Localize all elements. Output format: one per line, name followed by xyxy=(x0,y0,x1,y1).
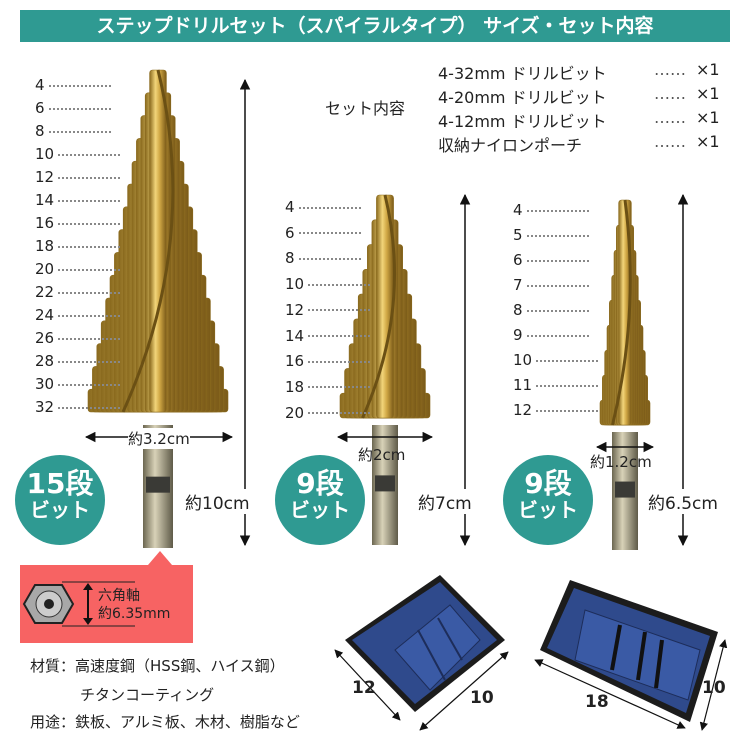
steps-sub: ビット xyxy=(290,498,350,522)
set-contents-label: セット内容 xyxy=(325,99,406,118)
step-size-label: 4 xyxy=(35,76,111,94)
step-size-label: 24 xyxy=(35,306,120,324)
step-size-label: 12 xyxy=(513,401,598,419)
steps-count: 15段 xyxy=(26,467,94,500)
step-size-label: 4 xyxy=(513,201,589,219)
step-size-label: 6 xyxy=(513,251,589,269)
length-label: 約7cm xyxy=(418,489,472,514)
pouch-small-image xyxy=(334,575,509,731)
item-dots: …… xyxy=(654,84,686,103)
pouch-height: 10 xyxy=(470,688,494,708)
step-size-label: 10 xyxy=(35,145,120,163)
step-size-label: 8 xyxy=(513,301,589,319)
use-label: 用途： xyxy=(30,713,76,731)
step-size-label: 16 xyxy=(285,352,370,370)
pouch-large-image xyxy=(534,580,728,731)
step-size-label: 22 xyxy=(35,283,120,301)
step-size-label: 10 xyxy=(513,351,598,369)
steps-sub: ビット xyxy=(30,498,90,522)
spiral-flute xyxy=(361,194,396,419)
steps-count: 9段 xyxy=(296,467,344,500)
step-size-label: 8 xyxy=(285,249,361,267)
step-size-label: 12 xyxy=(35,168,120,186)
page-title: ステップドリルセット（スパイラルタイプ） サイズ・セット内容 xyxy=(20,10,730,42)
step-size-label: 8 xyxy=(35,122,111,140)
diameter-label: 約3.2cm xyxy=(128,428,190,449)
length-label: 約6.5cm xyxy=(648,489,718,514)
steps-badge: 9段 ビット xyxy=(503,455,593,545)
diameter-label: 約2cm xyxy=(358,446,406,464)
material-spec: 材質：高速度鋼（HSS鋼、ハイス鋼） xyxy=(30,655,285,676)
item-qty: ×1 xyxy=(696,132,720,151)
item-name: 収納ナイロンポーチ xyxy=(438,136,583,155)
item-qty: ×1 xyxy=(696,84,720,103)
set-item: 4-20mm ドリルビット …… ×1 xyxy=(438,84,738,107)
callout-pointer xyxy=(148,551,172,565)
use-spec: 用途：鉄板、アルミ板、木材、樹脂など xyxy=(30,711,300,732)
pouch-height: 10 xyxy=(702,678,726,698)
steps-badge: 9段 ビット xyxy=(275,455,365,545)
step-size-label: 20 xyxy=(285,404,370,422)
material-label: 材質： xyxy=(30,657,76,675)
set-item: 収納ナイロンポーチ …… ×1 xyxy=(438,132,738,155)
step-size-label: 10 xyxy=(285,275,370,293)
item-dots: …… xyxy=(654,60,686,79)
item-qty: ×1 xyxy=(696,60,720,79)
step-size-label: 16 xyxy=(35,214,120,232)
step-size-label: 4 xyxy=(285,198,361,216)
step-size-label: 11 xyxy=(513,376,598,394)
item-dots: …… xyxy=(654,108,686,127)
coating-spec: チタンコーティング xyxy=(80,686,215,704)
pouch-width: 12 xyxy=(352,678,376,698)
step-size-label: 28 xyxy=(35,352,120,370)
pouch-width: 18 xyxy=(585,692,609,712)
item-name: 4-20mm ドリルビット xyxy=(438,88,607,107)
steps-badge: 15段 ビット xyxy=(15,455,105,545)
step-size-label: 20 xyxy=(35,260,120,278)
spiral-flute xyxy=(121,69,175,413)
shank-groove xyxy=(146,476,170,493)
step-size-label: 9 xyxy=(513,326,589,344)
use-value: 鉄板、アルミ板、木材、樹脂など xyxy=(75,713,300,731)
item-name: 4-32mm ドリルビット xyxy=(438,64,607,83)
step-size-label: 26 xyxy=(35,329,120,347)
step-size-label: 18 xyxy=(35,237,120,255)
drill-step xyxy=(149,69,167,413)
step-size-label: 5 xyxy=(513,226,589,244)
steps-count: 9段 xyxy=(524,467,572,500)
length-label: 約10cm xyxy=(185,489,250,514)
step-size-label: 14 xyxy=(285,327,370,345)
drill-bit-1 xyxy=(87,69,229,548)
step-size-label: 6 xyxy=(285,224,361,242)
set-item: 4-12mm ドリルビット …… ×1 xyxy=(438,108,738,131)
item-qty: ×1 xyxy=(696,108,720,127)
step-size-label: 18 xyxy=(285,378,370,396)
step-size-label: 30 xyxy=(35,375,120,393)
diameter-label: 約1.2cm xyxy=(590,453,652,471)
step-size-label: 6 xyxy=(35,99,111,117)
step-size-label: 12 xyxy=(285,301,370,319)
step-size-label: 7 xyxy=(513,276,589,294)
item-name: 4-12mm ドリルビット xyxy=(438,112,607,131)
item-dots: …… xyxy=(654,132,686,151)
steps-sub: ビット xyxy=(518,498,578,522)
step-size-label: 14 xyxy=(35,191,120,209)
hex-shank-size: 約6.35mm xyxy=(98,606,171,622)
step-size-label: 32 xyxy=(35,398,120,416)
shank-groove xyxy=(375,475,395,492)
spiral-flute xyxy=(611,199,632,426)
hex-shank-label: 六角軸 xyxy=(98,588,140,604)
drill-bit-3 xyxy=(599,199,651,550)
material-value: 高速度鋼（HSS鋼、ハイス鋼） xyxy=(75,657,285,675)
set-item: 4-32mm ドリルビット …… ×1 xyxy=(438,60,738,83)
shank-groove xyxy=(615,481,635,498)
